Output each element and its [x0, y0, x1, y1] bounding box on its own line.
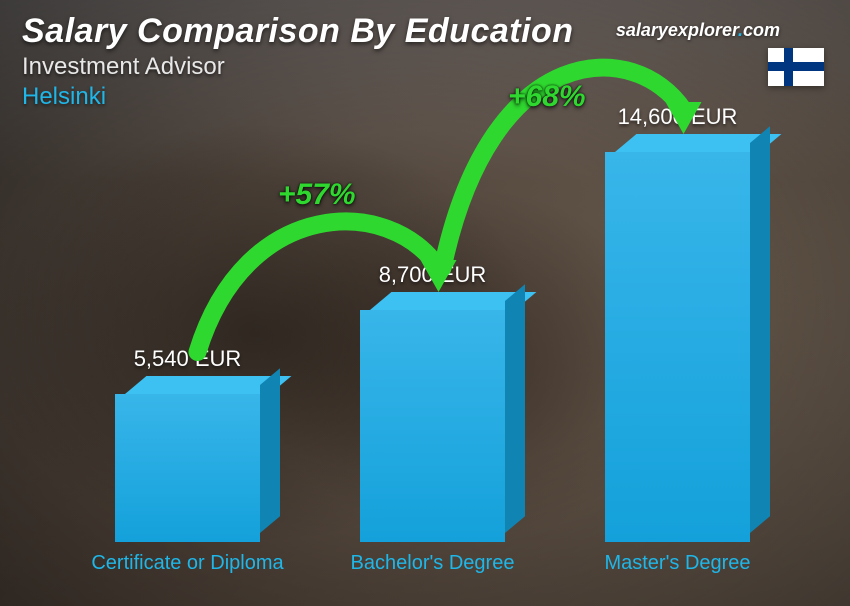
- bar-value-label: 8,700 EUR: [379, 262, 487, 288]
- increase-percent-label: +68%: [508, 80, 586, 114]
- bar-category-label: Certificate or Diploma: [88, 552, 288, 575]
- increase-percent-label: +57%: [278, 178, 356, 212]
- bar-group: 14,600 EURMaster's Degree: [605, 152, 750, 542]
- bar-front: [360, 310, 505, 542]
- bar-value-label: 14,600 EUR: [618, 104, 738, 130]
- bar-category-label: Bachelor's Degree: [333, 552, 533, 575]
- bar-front: [115, 394, 260, 542]
- bar-side-face: [750, 126, 770, 533]
- bar-chart: 5,540 EURCertificate or Diploma8,700 EUR…: [0, 0, 850, 606]
- bar-front: [605, 152, 750, 542]
- bar-category-label: Master's Degree: [578, 552, 778, 575]
- bar-group: 5,540 EURCertificate or Diploma: [115, 394, 260, 542]
- bar-side-face: [260, 368, 280, 533]
- bar-side-face: [505, 284, 525, 533]
- bar-group: 8,700 EURBachelor's Degree: [360, 310, 505, 542]
- bar-value-label: 5,540 EUR: [134, 346, 242, 372]
